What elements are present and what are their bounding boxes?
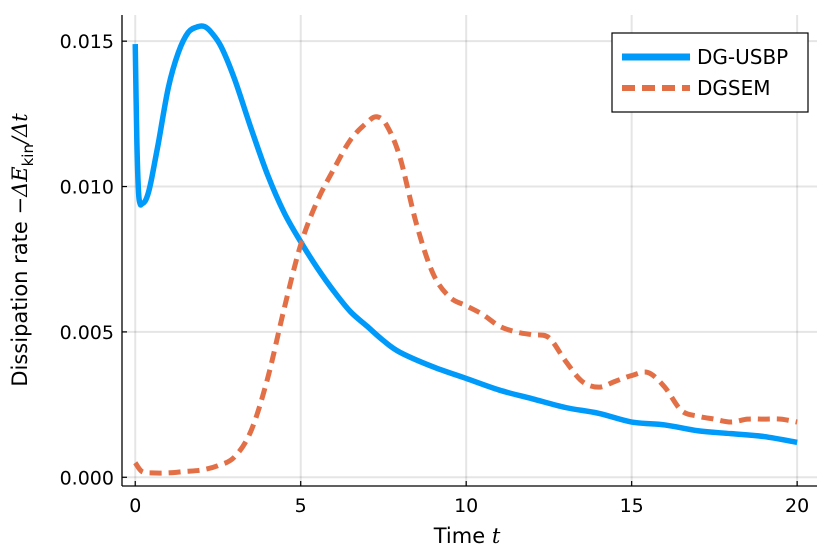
x-tick-label-2: 10 xyxy=(454,495,478,517)
axes xyxy=(121,15,817,487)
x-axis-label: Time t xyxy=(433,524,501,548)
x-tick-label-4: 20 xyxy=(785,495,809,517)
x-tick-label-0: 0 xyxy=(129,495,141,517)
y-tick-label-3: 0.015 xyxy=(60,31,114,53)
series-group xyxy=(132,23,798,476)
tick-labels: 0 5 10 15 20 0.000 0.005 0.010 0.015 xyxy=(60,31,810,517)
x-tick-label-3: 15 xyxy=(620,495,644,517)
y-tick-label-1: 0.005 xyxy=(60,322,114,344)
y-axis-label: Dissipation rate −ΔEkin/Δt xyxy=(8,113,37,387)
y-tick-label-0: 0.000 xyxy=(60,467,114,489)
series-line-dgsem xyxy=(133,114,798,476)
legend-label-dg-usbp: DG-USBP xyxy=(697,45,788,69)
series-line-dg-usbp xyxy=(132,23,798,446)
legend-box xyxy=(611,32,809,113)
x-tick-label-1: 5 xyxy=(295,495,307,517)
y-tick-label-2: 0.010 xyxy=(60,177,114,199)
legend: DG-USBP DGSEM xyxy=(611,32,809,113)
legend-label-dgsem: DGSEM xyxy=(697,76,771,100)
